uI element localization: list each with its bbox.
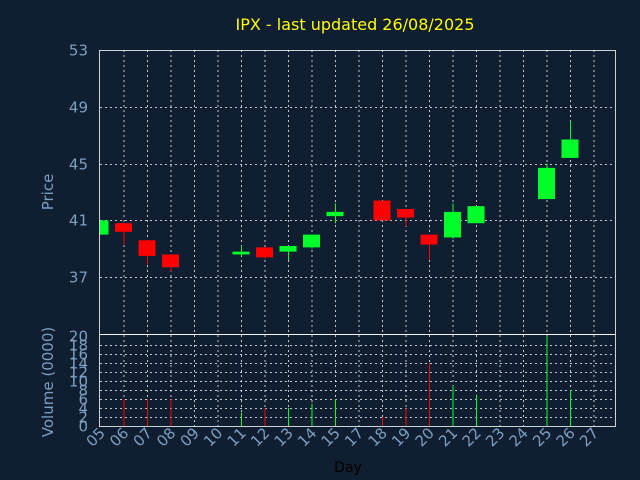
price-tick-label: 53 — [69, 42, 88, 60]
x-tick-label: 27 — [576, 424, 602, 450]
volume-tick-label: 10 — [69, 373, 88, 391]
price-tick-label: 37 — [69, 269, 88, 287]
volume-tick-label: 6 — [78, 391, 88, 409]
x-tick-label: 13 — [271, 424, 297, 450]
x-tick-label: 07 — [130, 424, 156, 450]
candle-body — [373, 200, 391, 221]
x-tick-label: 22 — [459, 424, 485, 450]
price-axis-label: Price — [39, 174, 57, 211]
volume-tick-label: 4 — [78, 400, 88, 418]
volume-tick-label: 18 — [69, 337, 88, 355]
x-tick-label: 09 — [177, 424, 203, 450]
volume-tick-label: 8 — [78, 382, 88, 400]
x-tick-label: 14 — [294, 424, 320, 450]
price-tick-label: 45 — [69, 156, 88, 174]
marks-layer — [100, 121, 579, 426]
candle-body — [326, 211, 344, 217]
candle-body — [420, 234, 438, 245]
volume-axis-label: Volume (0000) — [39, 327, 57, 437]
price-tick-label: 41 — [69, 212, 88, 230]
x-tick-label: 10 — [200, 424, 226, 450]
x-tick-label: 23 — [482, 424, 508, 450]
candle-body — [444, 211, 461, 238]
candle-body — [279, 245, 297, 252]
x-tick-label: 25 — [529, 424, 555, 450]
x-tick-label: 11 — [224, 424, 250, 450]
x-tick-label: 08 — [153, 424, 179, 450]
candle-body — [538, 167, 555, 200]
candle-body — [232, 251, 250, 255]
x-tick-label: 12 — [247, 424, 273, 450]
candle-body — [397, 209, 414, 218]
x-tick-label: 06 — [106, 424, 132, 450]
volume-panel-frame — [99, 334, 616, 427]
candle-body — [256, 247, 273, 258]
x-tick-label: 17 — [341, 424, 367, 450]
candle-body — [561, 139, 579, 158]
candle-body — [162, 254, 179, 268]
candle-body — [115, 223, 132, 232]
volume-tick-label: 16 — [69, 346, 88, 364]
x-axis-label: Day — [334, 460, 362, 476]
candle-body — [138, 240, 156, 256]
x-tick-label: 26 — [553, 424, 579, 450]
candle-body — [100, 220, 109, 235]
x-tick-label: 19 — [388, 424, 414, 450]
x-tick-label: 21 — [435, 424, 461, 450]
x-tick-label: 18 — [365, 424, 391, 450]
x-tick-label: 20 — [412, 424, 438, 450]
chart-title: IPX - last updated 26/08/2025 — [235, 15, 474, 34]
candle-body — [467, 206, 485, 224]
x-tick-label: 24 — [506, 424, 532, 450]
volume-tick-label: 20 — [69, 328, 88, 346]
grid-layer — [100, 50, 615, 426]
volume-tick-label: 0 — [78, 418, 88, 436]
volume-tick-label: 14 — [69, 355, 88, 373]
volume-tick-label: 2 — [78, 409, 88, 427]
candle-body — [303, 234, 320, 248]
price-tick-label: 49 — [69, 99, 88, 117]
volume-tick-label: 12 — [69, 364, 88, 382]
x-tick-label: 15 — [318, 424, 344, 450]
